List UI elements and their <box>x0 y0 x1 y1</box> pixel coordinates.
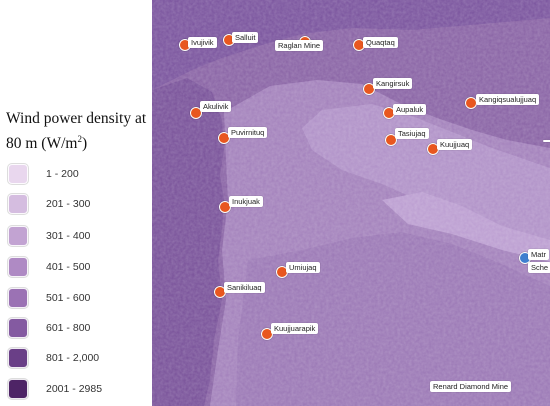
location-label[interactable]: Matr <box>528 249 549 260</box>
location-label[interactable]: Kangiqsualujjuaq <box>476 94 540 105</box>
legend-swatch <box>8 257 28 277</box>
legend-label: 2001 - 2985 <box>46 383 103 395</box>
legend-label: 801 - 2,000 <box>46 352 100 364</box>
legend-label: 401 - 500 <box>46 261 91 273</box>
location-label[interactable]: Umiujaq <box>286 262 320 273</box>
legend-item-5: 501 - 600 <box>8 288 90 308</box>
location-marker[interactable] <box>261 328 273 340</box>
legend-item-2: 201 - 300 <box>8 194 90 214</box>
location-marker[interactable] <box>385 134 397 146</box>
legend-item-6: 601 - 800 <box>8 318 90 338</box>
location-label[interactable]: Kangirsuk <box>373 78 413 89</box>
legend-item-7: 801 - 2,000 <box>8 348 99 368</box>
location-label-partial[interactable] <box>543 140 550 142</box>
location-label[interactable]: Salluit <box>232 32 259 43</box>
location-label[interactable]: Akulivik <box>200 101 232 112</box>
legend-swatch <box>8 226 28 246</box>
raster-texture <box>152 0 550 406</box>
wind-density-raster <box>152 0 550 406</box>
legend-label: 1 - 200 <box>46 168 79 180</box>
location-label[interactable]: Raglan Mine <box>275 40 324 51</box>
legend-label: 501 - 600 <box>46 292 91 304</box>
legend-swatch <box>8 318 28 338</box>
location-label[interactable]: Renard Diamond Mine <box>430 381 512 392</box>
location-label[interactable]: Kuujjuaq <box>437 139 473 150</box>
location-label[interactable]: Sche <box>528 262 550 273</box>
location-label[interactable]: Aupaluk <box>393 104 427 115</box>
location-marker[interactable] <box>219 201 231 213</box>
location-label[interactable]: Puvirnituq <box>228 127 268 138</box>
legend-item-4: 401 - 500 <box>8 257 90 277</box>
location-marker[interactable] <box>363 83 375 95</box>
map-view[interactable]: Ivujivik Salluit Raglan Mine Quaqtaq Kan… <box>152 0 550 406</box>
location-label[interactable]: Ivujivik <box>188 37 217 48</box>
legend-item-1: 1 - 200 <box>8 164 79 184</box>
legend-swatch <box>8 288 28 308</box>
legend-label: 601 - 800 <box>46 322 91 334</box>
legend-title: Wind power density at 80 m (W/m2) <box>6 110 147 153</box>
legend-item-8: 2001 - 2985 <box>8 379 102 399</box>
location-label[interactable]: Sanikiluaq <box>224 282 265 293</box>
legend-label: 201 - 300 <box>46 198 91 210</box>
location-label[interactable]: Tasiujaq <box>395 128 429 139</box>
legend-swatch <box>8 379 28 399</box>
legend-swatch <box>8 194 28 214</box>
location-label[interactable]: Kuujjuarapik <box>271 323 319 334</box>
legend-swatch <box>8 348 28 368</box>
location-label[interactable]: Quaqtaq <box>363 37 398 48</box>
legend-item-3: 301 - 400 <box>8 226 90 246</box>
location-label[interactable]: Inukjuak <box>229 196 263 207</box>
legend-label: 301 - 400 <box>46 230 91 242</box>
legend-swatch <box>8 164 28 184</box>
location-marker[interactable] <box>218 132 230 144</box>
location-marker[interactable] <box>190 107 202 119</box>
